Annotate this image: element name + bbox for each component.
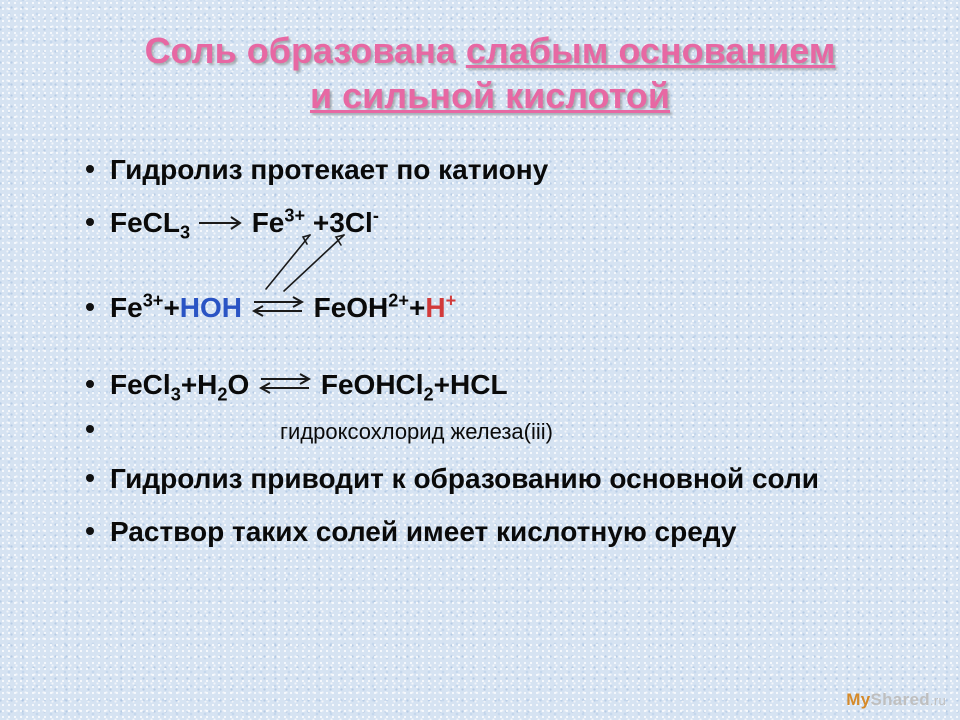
slide-title: Соль образована слабым основанием и силь…	[80, 28, 900, 118]
slide: Соль образована слабым основанием и силь…	[0, 0, 960, 720]
b3-rhs-a: FeOH	[314, 292, 389, 323]
bullet-6: Гидролиз приводит к образованию основной…	[80, 461, 900, 496]
b3-h: H	[425, 292, 445, 323]
arrow-icon	[198, 205, 244, 240]
b3-hoh: HOH	[180, 292, 242, 323]
b4-rhs-a: FeOHCl	[321, 369, 424, 400]
bullet-1: Гидролиз протекает по катиону	[80, 152, 900, 187]
b2-lhs: FeCL	[110, 207, 180, 238]
bullet-4: FeCl3+H2O FeOHCl2+HCL	[80, 367, 900, 404]
bullet-7: Раствор таких солей имеет кислотную сред…	[80, 514, 900, 549]
b4-lhs-a: FeCl	[110, 369, 171, 400]
b4-lhs-a-sub: 3	[171, 385, 181, 405]
watermark-my: My	[846, 690, 870, 709]
bullet-list: Гидролиз протекает по катиону FeCL3 Fe3+…	[80, 152, 900, 549]
b4-plus1: +H	[181, 369, 218, 400]
b4-plus2: +HCL	[434, 369, 508, 400]
b6-text: Гидролиз приводит к образованию основной…	[110, 463, 819, 494]
watermark: MyShared.ru	[846, 690, 946, 710]
b3-lhs-a-sup: 3+	[143, 291, 164, 311]
b3-rhs-a-sup: 2+	[388, 291, 409, 311]
bullet-2: FeCL3 Fe3+ +3Cl-	[80, 205, 900, 242]
b2-rhs-a: Fe	[252, 207, 285, 238]
b3-h-sup: +	[446, 291, 457, 311]
b2-rhs-b-sup: -	[373, 206, 379, 226]
b2-rhs-a-sup: 3+	[284, 206, 305, 226]
watermark-ru: .ru	[930, 693, 946, 708]
title-line2: и сильной кислотой	[310, 75, 670, 116]
b2-lhs-sub: 3	[180, 223, 190, 243]
bullet-1-text: Гидролиз протекает по катиону	[110, 154, 548, 185]
b7-text: Раствор таких солей имеет кислотную сред…	[110, 516, 736, 547]
bullet-5: гидроксохлорид железа(ііі)	[80, 412, 900, 447]
title-line1-prefix: Соль образована	[145, 30, 466, 71]
b3-plus1: +	[163, 292, 179, 323]
title-line1-underlined: слабым основанием	[466, 30, 836, 71]
watermark-shared: Shared	[870, 690, 929, 709]
reversible-arrow-icon	[250, 290, 306, 325]
b3-lhs-a: Fe	[110, 292, 143, 323]
reversible-arrow-icon	[257, 367, 313, 402]
b4-h2o-sub: 2	[217, 385, 227, 405]
b4-o: O	[228, 369, 250, 400]
bullet-3: Fe3++HOH FeOH2++H+	[80, 290, 900, 327]
b2-plus: +3Cl	[305, 207, 373, 238]
slide-content: Соль образована слабым основанием и силь…	[80, 28, 900, 549]
b5-note: гидроксохлорид железа(ііі)	[110, 419, 553, 444]
b4-rhs-a-sub: 2	[424, 385, 434, 405]
b3-plus2: +	[409, 292, 425, 323]
